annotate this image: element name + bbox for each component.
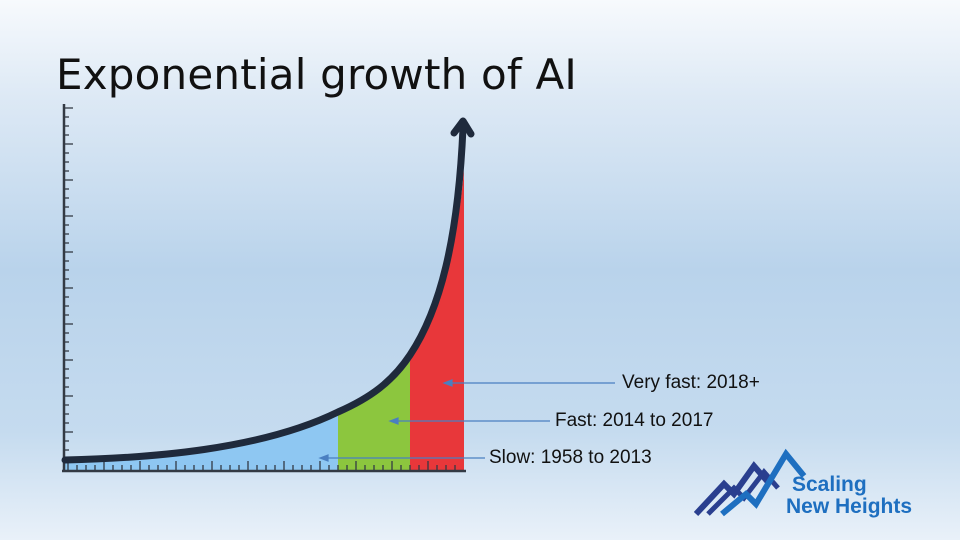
y-axis-ticks <box>64 107 73 460</box>
phase-label-slow: Slow: 1958 to 2013 <box>489 447 652 468</box>
phase-label-fast: Fast: 2014 to 2017 <box>555 410 714 431</box>
fast-region <box>338 355 410 470</box>
logo-text-line2: New Heights <box>786 495 913 518</box>
x-axis-ticks <box>67 461 456 471</box>
scaling-new-heights-logo: Scaling New Heights <box>694 446 934 518</box>
growth-curve <box>61 124 467 464</box>
slow-region <box>65 412 338 470</box>
very-fast-region <box>410 170 464 470</box>
logo-text-line1: Scaling <box>792 473 867 496</box>
arrow-head-icon <box>450 117 475 138</box>
mountain-logo-icon <box>694 448 807 517</box>
annotation-arrows <box>318 379 615 462</box>
phase-label-very-fast: Very fast: 2018+ <box>622 372 760 393</box>
slide-title: Exponential growth of AI <box>56 50 577 99</box>
